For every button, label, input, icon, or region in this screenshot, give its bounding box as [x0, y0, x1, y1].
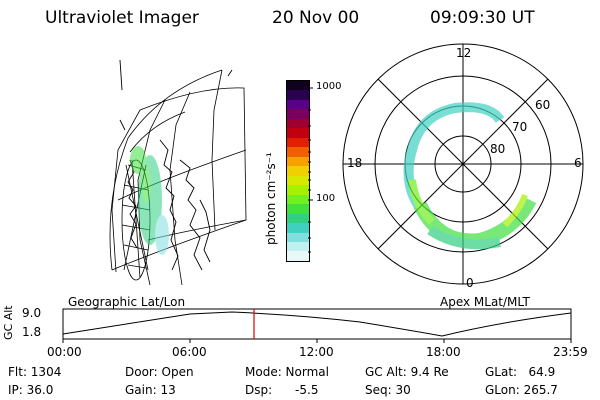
mlt-label-12: 12 — [456, 46, 472, 60]
gc-altitude: GC Alt: 9.4 Re — [365, 365, 449, 379]
altitude-xtick-0000: 00:00 — [47, 345, 82, 359]
apex-label: Apex MLat/MLT — [440, 295, 530, 309]
colorbar-segment — [287, 194, 309, 205]
colorbar — [286, 80, 310, 262]
colorbar-segment — [287, 147, 309, 157]
colorbar-segment — [287, 166, 309, 176]
colorbar-tick-100: 100 — [316, 193, 336, 204]
altitude-ytick-low: 1.8 — [22, 325, 42, 339]
instrument-title: Ultraviolet Imager — [45, 8, 199, 28]
mlt-label-0: 0 — [466, 276, 474, 290]
mlt-label-6: 6 — [574, 156, 582, 170]
colorbar-segment — [287, 90, 309, 100]
ip-value: IP: 36.0 — [8, 383, 54, 397]
date-label: 20 Nov 00 — [272, 8, 360, 28]
geographic-latitude: GLat: 64.9 — [485, 365, 556, 379]
colorbar-segment — [287, 156, 309, 167]
altitude-xtick-2359: 23:59 — [553, 345, 588, 359]
colorbar-segment — [287, 137, 309, 148]
altitude-ytick-high: 9.0 — [22, 306, 42, 320]
colorbar-segment — [287, 175, 309, 186]
colorbar-segment — [287, 232, 309, 242]
mlt-label-18: 18 — [347, 156, 363, 170]
door-status: Door: Open — [125, 365, 194, 379]
altitude-xtick-1200: 12:00 — [299, 345, 334, 359]
gain-value: Gain: 13 — [125, 383, 176, 397]
time-label: 09:09:30 UT — [430, 8, 535, 28]
altitude-xtick-1800: 18:00 — [426, 345, 461, 359]
lat-label-70: 70 — [512, 120, 528, 134]
altitude-xtick-0600: 06:00 — [172, 345, 207, 359]
geographic-longitude: GLon: 265.7 — [485, 383, 558, 397]
colorbar-segment — [287, 118, 309, 129]
colorbar-segment — [287, 109, 309, 119]
colorbar-segment — [287, 204, 309, 214]
colorbar-segment — [287, 223, 309, 233]
colorbar-segment — [287, 213, 309, 224]
colorbar-segment — [287, 185, 309, 195]
colorbar-tick-1000: 1000 — [316, 81, 342, 92]
colorbar-segment — [287, 81, 309, 91]
lat-label-60: 60 — [535, 98, 551, 112]
colorbar-segment — [287, 241, 309, 252]
colorbar-segment — [287, 99, 309, 110]
colorbar-segment — [287, 128, 309, 138]
colorbar-segment — [287, 251, 309, 261]
lat-label-80: 80 — [490, 142, 506, 156]
dsp-value: Dsp: -5.5 — [245, 383, 319, 397]
sequence-number: Seq: 30 — [365, 383, 411, 397]
mode-value: Mode: Normal — [245, 365, 329, 379]
geographic-label: Geographic Lat/Lon — [68, 295, 186, 309]
flight-number: Flt: 1304 — [8, 365, 62, 379]
